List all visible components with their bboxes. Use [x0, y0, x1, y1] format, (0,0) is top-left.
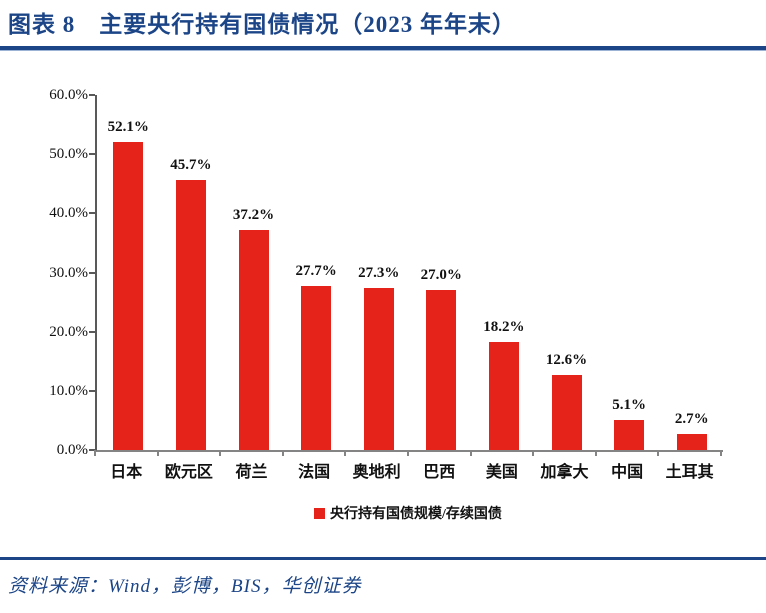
x-category-label: 荷兰	[235, 464, 268, 481]
bottom-rule	[0, 557, 766, 560]
bar-value-label: 27.7%	[295, 263, 337, 280]
figure-title: 图表 8 主要央行持有国债情况（2023 年年末）	[8, 12, 516, 37]
y-tick-label: 60.0%	[49, 87, 88, 103]
bar	[551, 375, 582, 450]
x-category-label: 土耳其	[665, 464, 714, 481]
legend-square-icon	[314, 507, 326, 519]
x-tick-mark	[594, 450, 597, 456]
bar	[488, 342, 519, 450]
bar-value-label: 27.0%	[420, 267, 462, 284]
chart-legend: 央行持有国债规模/存续国债	[95, 503, 721, 523]
y-tick-mark	[89, 389, 95, 392]
bar-value-label: 45.7%	[170, 156, 212, 173]
x-category-label: 巴西	[423, 464, 456, 481]
bar-value-label: 18.2%	[483, 319, 525, 336]
bar	[175, 179, 206, 450]
y-tick-mark	[89, 330, 95, 333]
bar	[676, 434, 707, 450]
x-tick-mark	[532, 450, 535, 456]
bar-value-label: 27.3%	[358, 265, 400, 282]
x-tick-mark	[156, 450, 159, 456]
x-category-label: 法国	[298, 464, 331, 481]
bar	[363, 288, 394, 450]
y-tick-label: 0.0%	[56, 442, 88, 458]
x-category-label: 中国	[611, 464, 644, 481]
bar-chart: 52.1% 45.7% 37.2% 27.7% 27.3% 27.0% 18.2% 12.6%…	[49, 87, 723, 523]
bar	[614, 419, 645, 450]
plot-area: 52.1% 45.7% 37.2% 27.7% 27.3% 27.0% 18.2% 12.6%…	[95, 95, 723, 452]
y-tick-mark	[89, 212, 95, 215]
source-note: 资料来源：Wind，彭博，BIS，华创证券	[8, 576, 362, 597]
x-category-label: 奥地利	[352, 464, 401, 481]
bar	[238, 229, 269, 450]
y-tick-mark	[89, 153, 95, 156]
bar	[426, 290, 457, 450]
y-tick-label: 10.0%	[49, 382, 88, 399]
x-tick-mark	[469, 450, 472, 456]
bar-value-label: 5.1%	[612, 396, 646, 413]
x-tick-mark	[281, 450, 284, 456]
bar	[301, 286, 332, 450]
y-tick-mark	[89, 94, 95, 96]
y-tick-mark	[89, 271, 95, 274]
bar-value-label: 37.2%	[232, 206, 275, 223]
x-tick-mark	[407, 450, 409, 456]
x-category-label: 美国	[485, 464, 518, 481]
y-tick-label: 40.0%	[49, 205, 88, 222]
x-tick-mark	[657, 450, 660, 456]
x-tick-mark	[94, 450, 96, 456]
y-tick-label: 20.0%	[49, 323, 88, 340]
y-tick-label: 30.0%	[49, 264, 88, 281]
bar-value-label: 12.6%	[545, 352, 588, 369]
x-tick-mark	[344, 450, 347, 456]
y-tick-mark	[89, 449, 95, 451]
x-category-label: 欧元区	[164, 464, 213, 481]
x-category-label: 日本	[110, 464, 143, 481]
x-tick-mark	[219, 450, 222, 456]
x-tick-mark	[720, 450, 722, 456]
bar-value-label: 52.1%	[107, 118, 149, 135]
bar	[113, 141, 144, 450]
bar-value-label: 2.7%	[674, 411, 709, 428]
title-rule	[0, 46, 766, 51]
x-category-label: 加拿大	[540, 464, 589, 481]
y-tick-label: 50.0%	[49, 146, 88, 163]
legend-label: 央行持有国债规模/存续国债	[330, 507, 502, 522]
